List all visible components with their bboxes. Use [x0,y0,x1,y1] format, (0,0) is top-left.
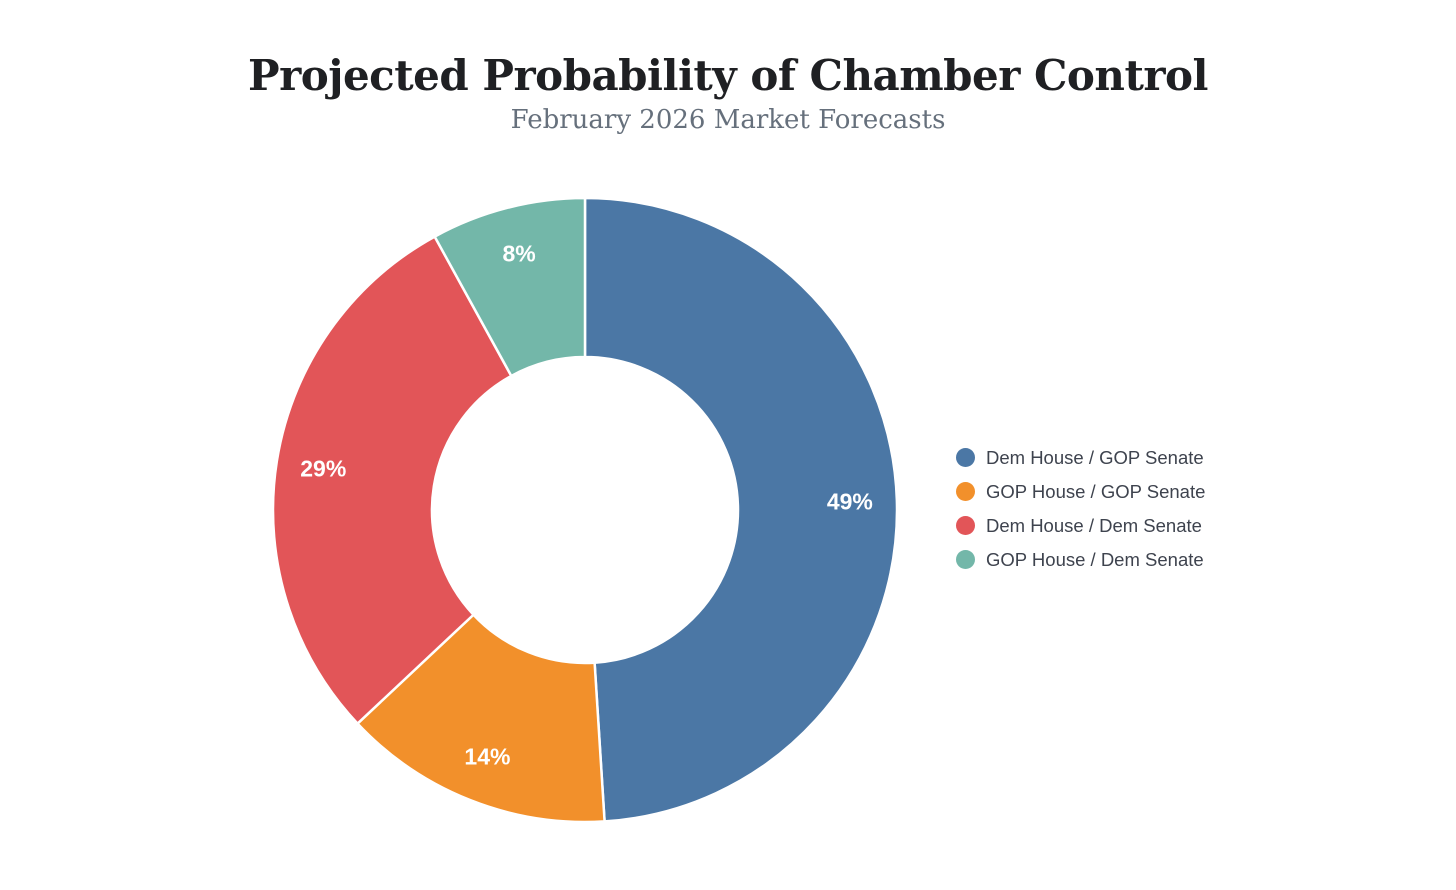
slice-value-label: 8% [502,240,535,266]
legend-item-label: Dem House / GOP Senate [986,447,1204,468]
chart-title: Projected Probability of Chamber Control [248,51,1208,100]
legend-color-swatch [956,482,975,501]
legend-item: Dem House / GOP Senate [956,447,1205,468]
donut-slice-3 [271,234,513,726]
legend-color-swatch [956,550,975,569]
donut-slice-1 [583,196,899,823]
legend-item-label: Dem House / Dem Senate [986,515,1202,536]
legend-item-label: GOP House / GOP Senate [986,481,1206,502]
slice-value-label: 49% [827,489,873,515]
legend-item: GOP House / GOP Senate [956,481,1205,502]
legend-item: Dem House / Dem Senate [956,515,1205,536]
slice-value-label: 29% [300,456,346,482]
chart-header: Projected Probability of Chamber Control… [0,0,1456,135]
legend-color-swatch [956,516,975,535]
legend-color-swatch [956,448,975,467]
donut-slice-4 [432,196,587,378]
legend: Dem House / GOP Senate GOP House / GOP S… [956,447,1205,570]
legend-item-label: GOP House / Dem Senate [986,549,1204,570]
chart-subtitle: February 2026 Market Forecasts [510,105,946,136]
slice-value-label: 14% [464,743,510,769]
legend-item: GOP House / Dem Senate [956,549,1205,570]
